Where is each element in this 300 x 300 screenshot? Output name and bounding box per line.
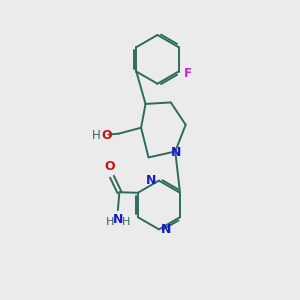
Text: N: N [146, 174, 157, 187]
Text: N: N [171, 146, 181, 159]
Text: H: H [105, 217, 114, 226]
Text: N: N [161, 223, 172, 236]
Text: H: H [122, 217, 130, 226]
Text: N: N [113, 213, 123, 226]
Text: F: F [184, 68, 192, 80]
Text: O: O [101, 129, 112, 142]
Text: O: O [104, 160, 115, 173]
Text: H: H [92, 129, 101, 142]
